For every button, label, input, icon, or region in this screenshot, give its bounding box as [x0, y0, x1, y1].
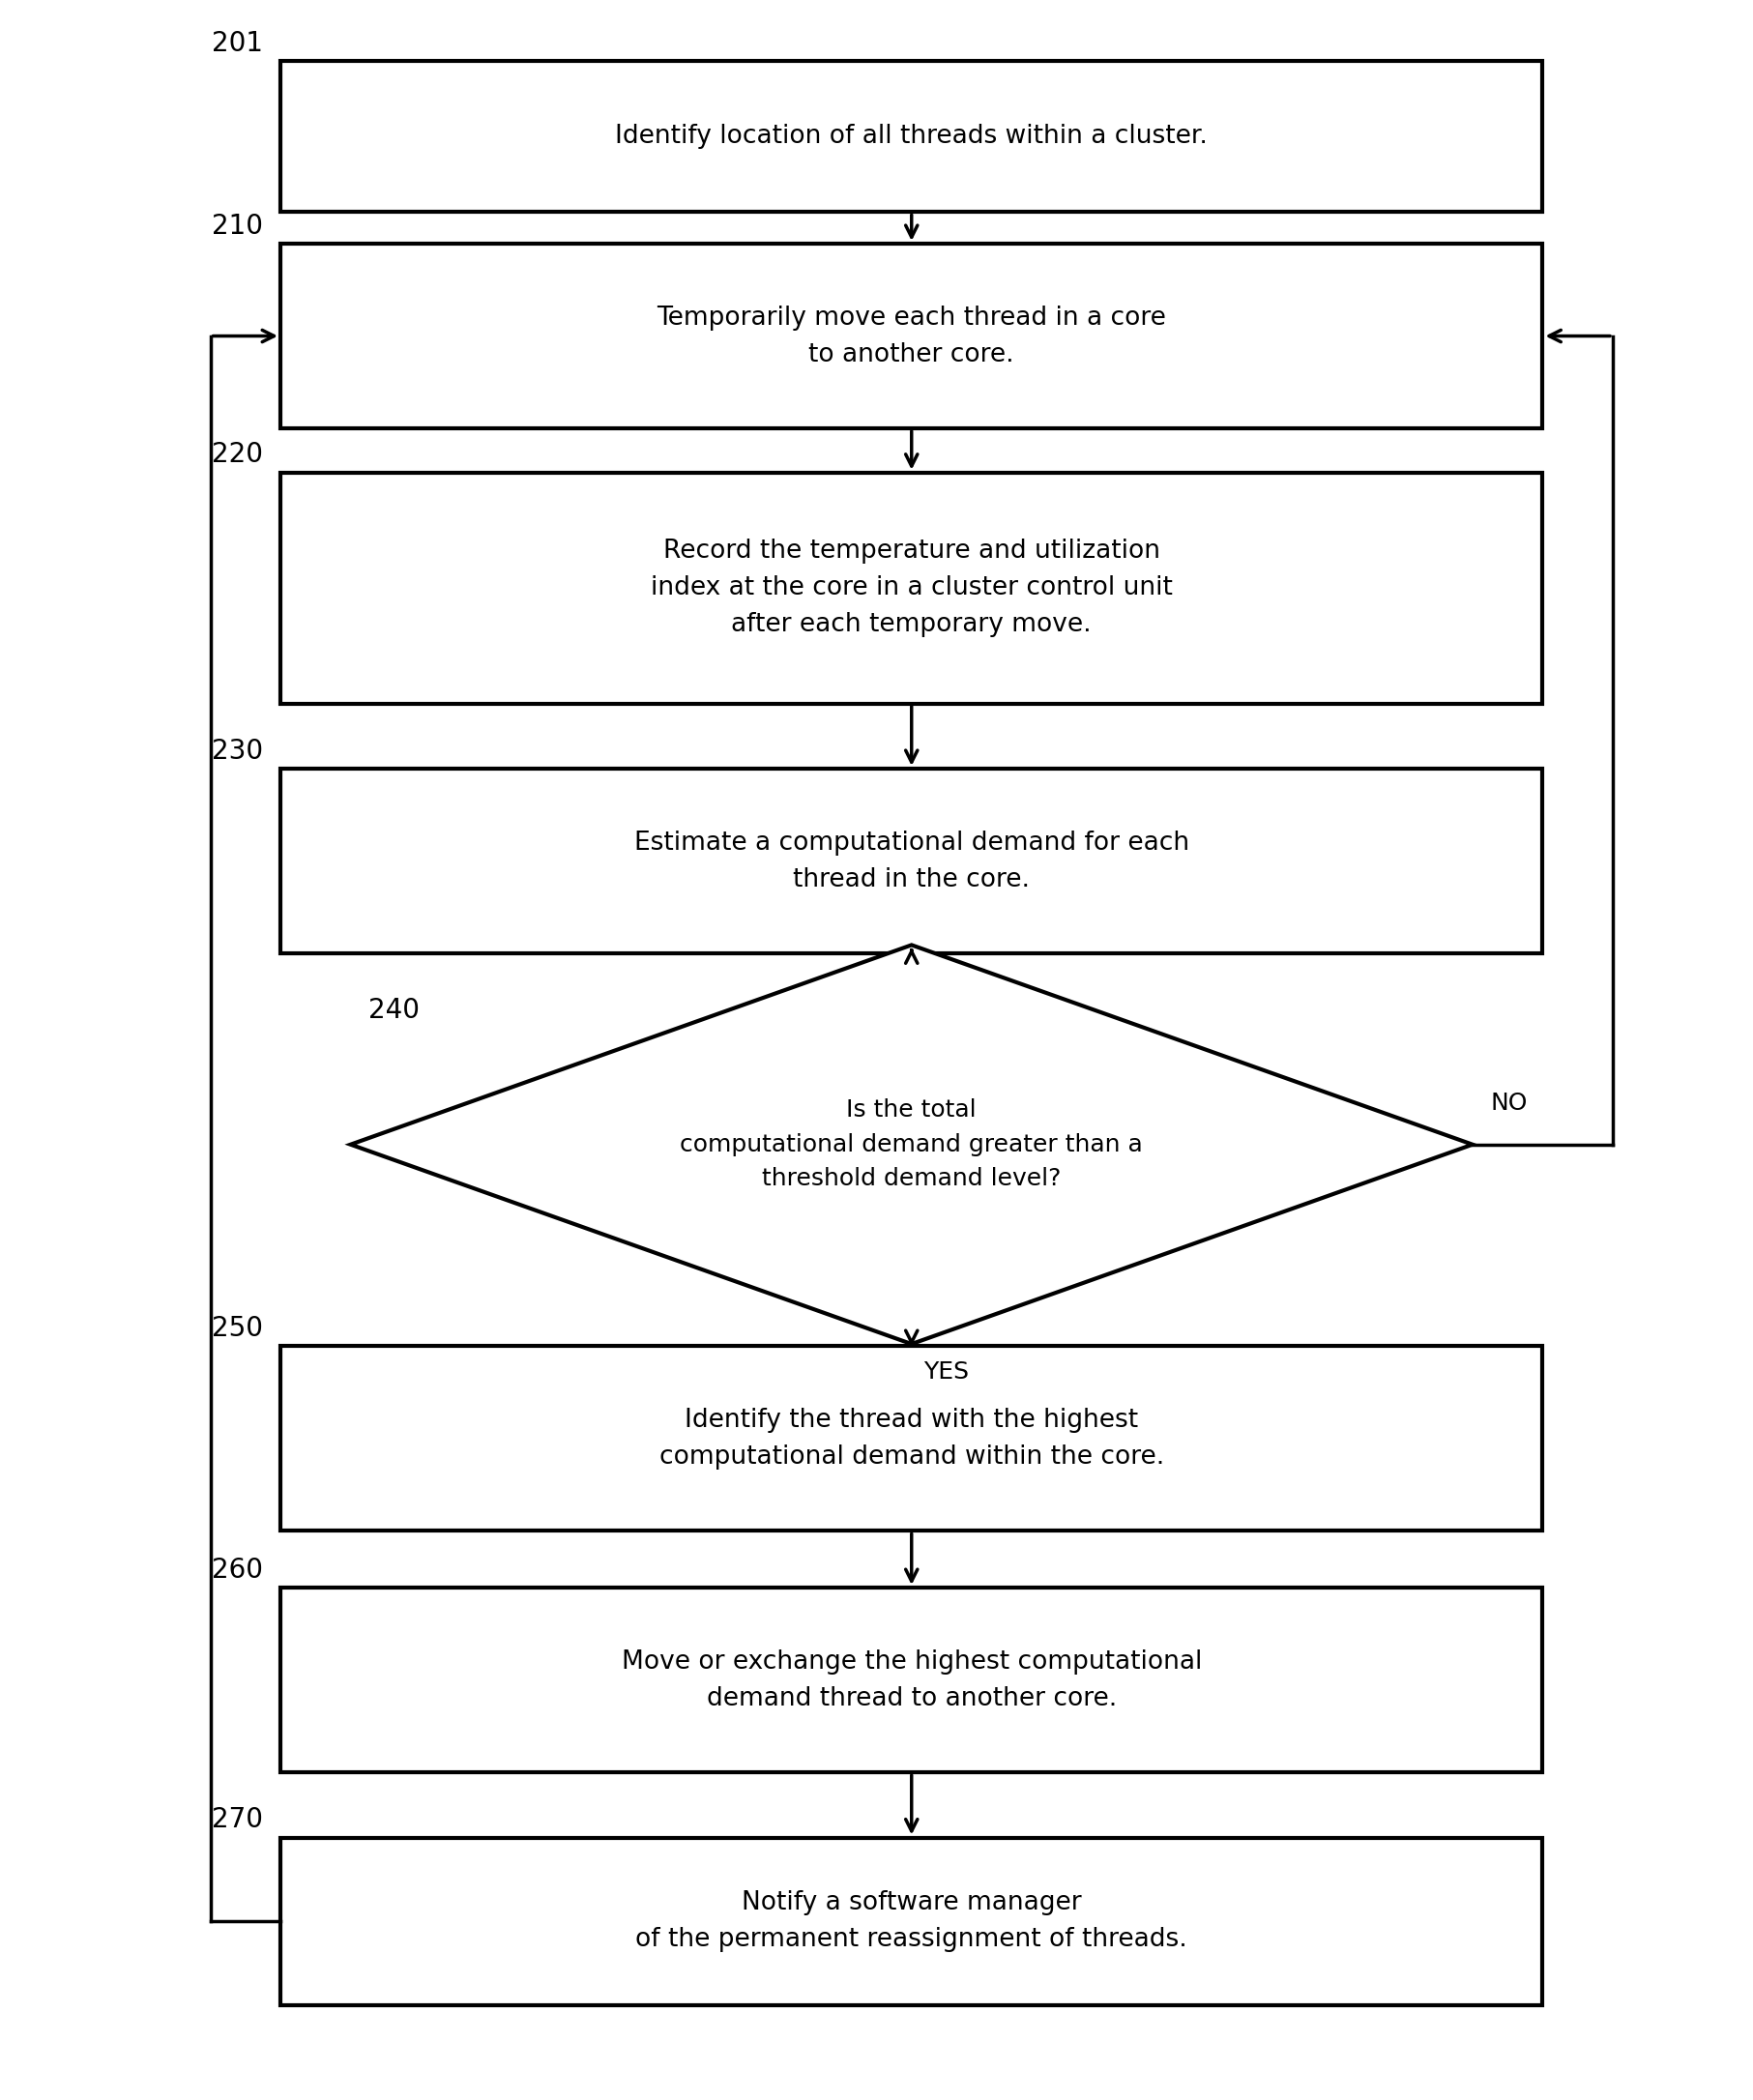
Text: 250: 250 — [212, 1315, 263, 1342]
Text: Move or exchange the highest computational
demand thread to another core.: Move or exchange the highest computation… — [621, 1648, 1203, 1711]
Text: NO: NO — [1490, 1092, 1527, 1115]
Text: Record the temperature and utilization
index at the core in a cluster control un: Record the temperature and utilization i… — [650, 540, 1173, 636]
Text: Is the total
computational demand greater than a
threshold demand level?: Is the total computational demand greate… — [680, 1098, 1143, 1191]
Text: 270: 270 — [212, 1806, 263, 1833]
FancyBboxPatch shape — [280, 1346, 1543, 1531]
FancyBboxPatch shape — [280, 769, 1543, 953]
Text: YES: YES — [924, 1361, 969, 1384]
Text: 260: 260 — [212, 1556, 263, 1583]
Text: 210: 210 — [212, 212, 263, 239]
FancyBboxPatch shape — [280, 244, 1543, 428]
Text: Notify a software manager
of the permanent reassignment of threads.: Notify a software manager of the permane… — [636, 1890, 1187, 1953]
FancyBboxPatch shape — [280, 472, 1543, 704]
FancyBboxPatch shape — [280, 1838, 1543, 2005]
Polygon shape — [351, 945, 1473, 1344]
Text: Estimate a computational demand for each
thread in the core.: Estimate a computational demand for each… — [635, 830, 1189, 892]
Text: 240: 240 — [368, 998, 419, 1023]
Text: Identify location of all threads within a cluster.: Identify location of all threads within … — [615, 124, 1208, 149]
Text: 230: 230 — [212, 737, 263, 764]
Text: 201: 201 — [212, 29, 263, 57]
Text: 220: 220 — [212, 441, 263, 468]
FancyBboxPatch shape — [280, 1588, 1543, 1772]
Text: Identify the thread with the highest
computational demand within the core.: Identify the thread with the highest com… — [659, 1407, 1164, 1470]
FancyBboxPatch shape — [280, 61, 1543, 212]
Text: Temporarily move each thread in a core
to another core.: Temporarily move each thread in a core t… — [657, 304, 1166, 368]
